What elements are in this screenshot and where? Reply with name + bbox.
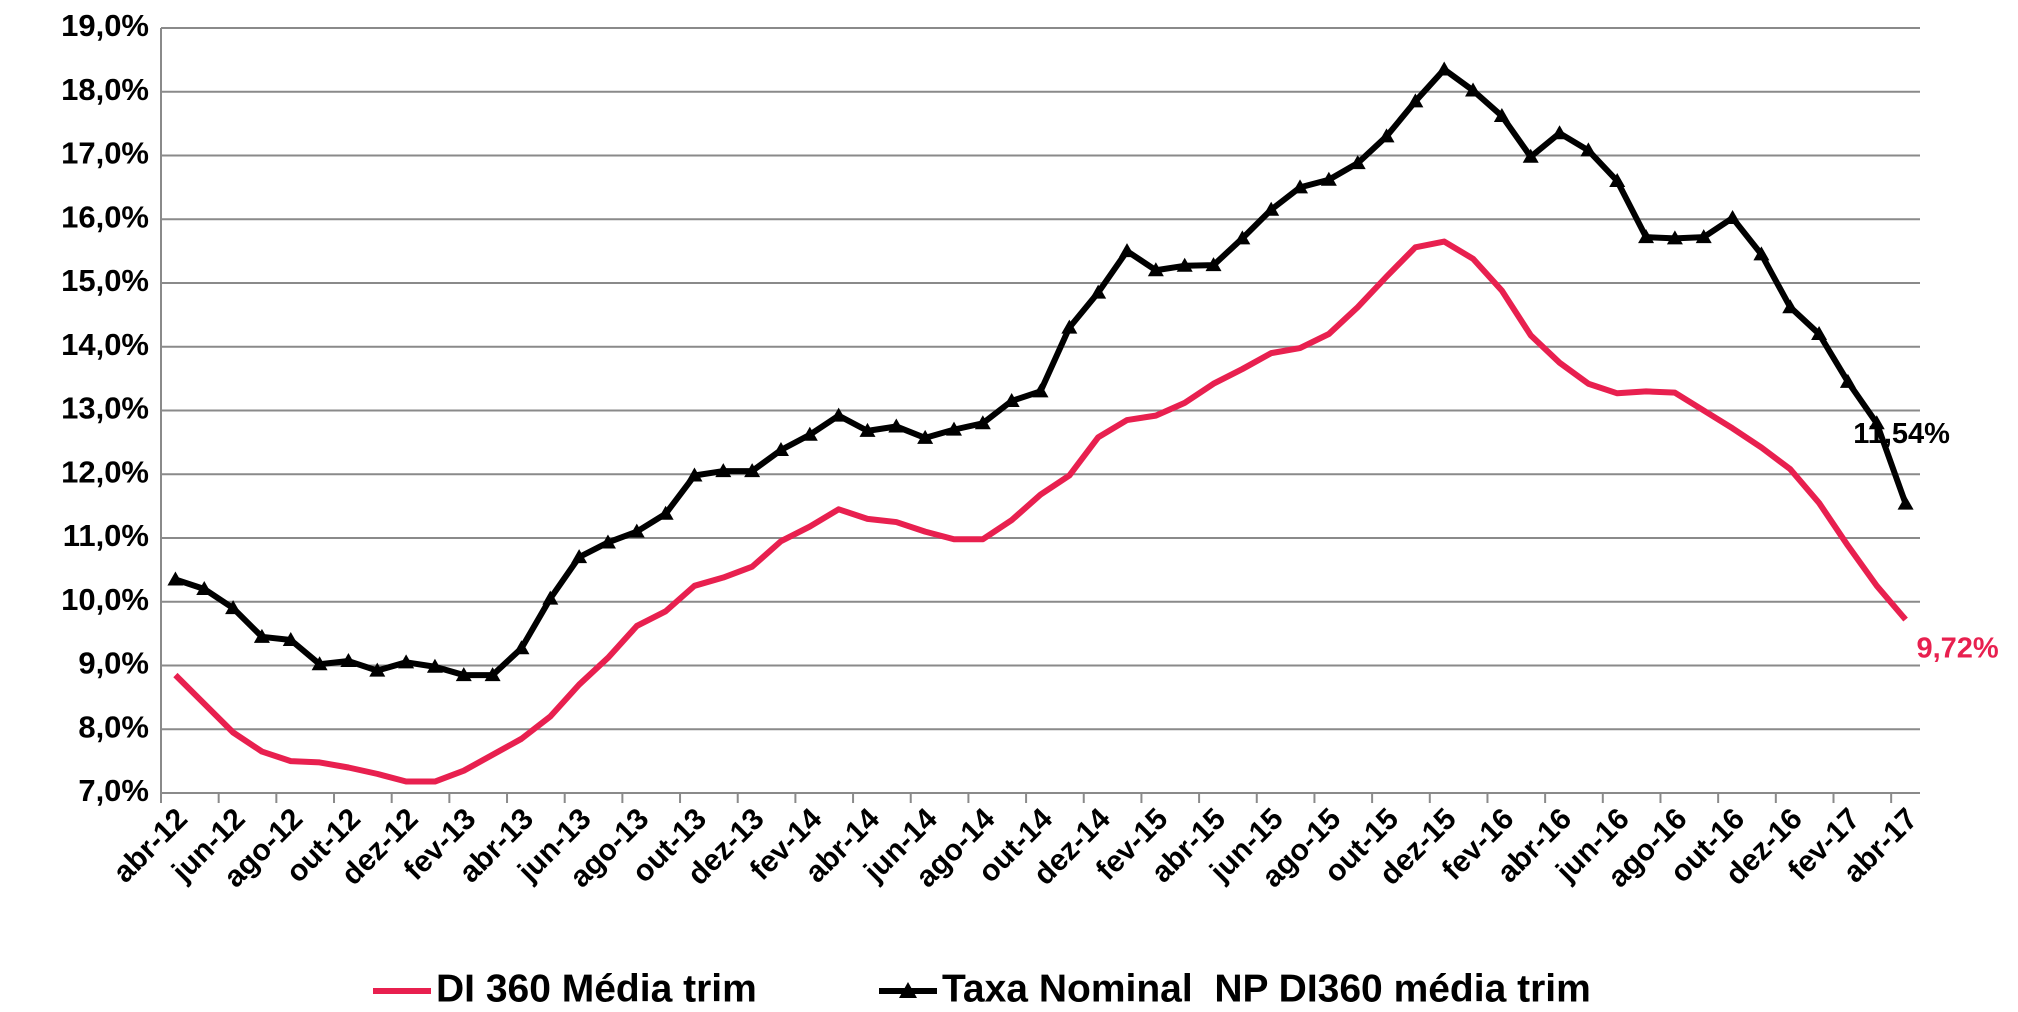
triangle-marker [1753,246,1770,261]
triangle-marker [1493,107,1510,122]
triangle-marker [599,534,616,549]
y-tick-label: 17,0% [61,136,149,171]
triangle-marker [340,653,357,668]
triangle-marker [888,418,905,433]
triangle-marker [455,667,472,682]
triangle-marker [426,658,443,673]
triangle-marker [1176,257,1193,272]
triangle-marker [686,467,703,482]
triangle-marker [1897,495,1914,510]
triangle-marker [1436,61,1453,76]
series-line [173,238,1908,785]
triangle-marker [484,667,501,682]
triangle-marker [1234,230,1251,245]
legend-label: Taxa Nominal NP DI360 média trim [942,967,1591,1010]
triangle-marker [715,463,732,478]
triangle-marker [1868,415,1885,430]
triangle-marker [830,407,847,422]
triangle-marker [1522,148,1539,163]
triangle-marker [253,628,270,643]
triangle-marker [398,654,415,669]
triangle-marker [1666,230,1683,245]
legend-marker [899,982,917,998]
triangle-marker [1378,128,1395,143]
triangle-marker [167,571,184,586]
triangle-marker [282,632,299,646]
triangle-marker [1349,155,1366,170]
triangle-marker [1724,209,1741,224]
y-tick-label: 9,0% [78,646,149,681]
y-tick-label: 10,0% [61,582,149,617]
y-tick-label: 18,0% [61,72,149,107]
y-tick-label: 15,0% [61,263,149,298]
triangle-marker [1609,173,1626,187]
triangle-marker [542,590,559,605]
triangle-marker [1292,179,1309,194]
y-tick-label: 7,0% [78,773,149,808]
triangle-marker [859,422,876,437]
triangle-marker [311,656,328,671]
triangle-marker [225,600,242,615]
triangle-marker [1465,82,1482,97]
triangle-marker [1811,326,1828,340]
triangle-marker [369,662,386,677]
y-tick-label: 13,0% [61,391,149,426]
y-tick-label: 11,0% [63,518,149,553]
triangle-marker [1205,257,1222,272]
triangle-marker [1839,373,1856,388]
triangle-marker [1695,229,1712,244]
triangle-marker [1119,243,1136,258]
triangle-marker [1407,93,1424,108]
triangle-marker [1061,319,1078,334]
triangle-marker [1003,392,1020,407]
triangle-marker [657,505,674,520]
y-tick-label: 14,0% [61,327,149,362]
triangle-marker [917,429,934,444]
triangle-marker [628,523,645,538]
triangle-marker [513,640,530,655]
triangle-marker [196,581,213,595]
triangle-marker [1090,284,1107,299]
series-line [174,66,1909,679]
triangle-marker [1032,383,1049,398]
triangle-marker [1638,229,1655,244]
y-tick-label: 12,0% [61,454,149,489]
triangle-marker [772,442,789,457]
triangle-marker [1580,142,1597,157]
legend-label: DI 360 Média trim [436,967,757,1010]
triangle-marker [1320,171,1337,186]
triangle-marker [1147,262,1164,277]
triangle-marker [1551,125,1568,140]
triangle-marker [1782,299,1799,314]
triangle-marker [571,549,588,564]
triangle-marker [801,426,818,441]
triangle-marker [945,421,962,436]
data-label: 9,72% [1916,632,1998,664]
triangle-marker [744,463,761,478]
triangle-marker [974,415,991,430]
y-tick-label: 8,0% [78,709,149,744]
data-label: 11,54% [1853,418,1950,450]
y-tick-label: 16,0% [61,199,149,234]
triangle-marker [1263,201,1280,216]
y-tick-label: 19,0% [61,8,149,43]
